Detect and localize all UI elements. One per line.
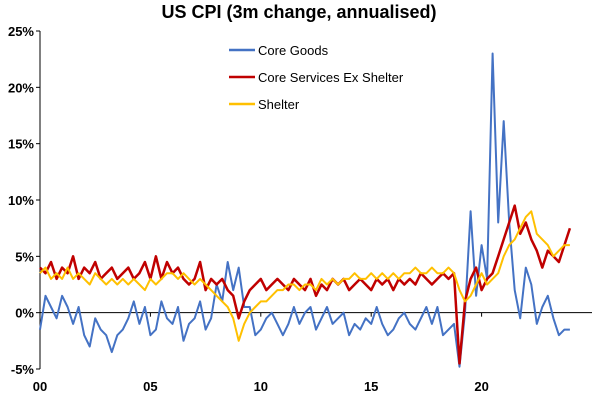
legend-label-shelter: Shelter [258, 97, 300, 112]
y-tick-label: 25% [8, 24, 34, 39]
series-layer [39, 52, 572, 368]
y-tick-label: 5% [15, 249, 34, 264]
y-tick-label: 15% [8, 137, 34, 152]
x-tick-label: 15 [364, 379, 378, 394]
x-tick-label: 05 [143, 379, 157, 394]
y-axis: -5% 0% 5% 10% 15% 20% 25% [8, 24, 40, 377]
chart-title: US CPI (3m change, annualised) [161, 2, 436, 22]
series-line-core-goods [39, 52, 570, 368]
y-tick-label: 10% [8, 193, 34, 208]
series-line-shelter [39, 210, 570, 342]
y-tick-label: 0% [15, 306, 34, 321]
legend-label-core-services-ex-shelter: Core Services Ex Shelter [258, 70, 404, 85]
y-tick-label: 20% [8, 80, 34, 95]
legend-label-core-goods: Core Goods [258, 43, 329, 58]
y-tick-label: -5% [11, 362, 35, 377]
x-tick-label: 00 [33, 379, 47, 394]
x-tick-label: 20 [474, 379, 488, 394]
x-axis: 00 05 10 15 20 [33, 312, 489, 394]
legend: Core Goods Core Services Ex Shelter Shelte… [229, 43, 404, 112]
series-line-core-services-ex-shelter [39, 204, 572, 365]
x-tick-label: 10 [254, 379, 268, 394]
